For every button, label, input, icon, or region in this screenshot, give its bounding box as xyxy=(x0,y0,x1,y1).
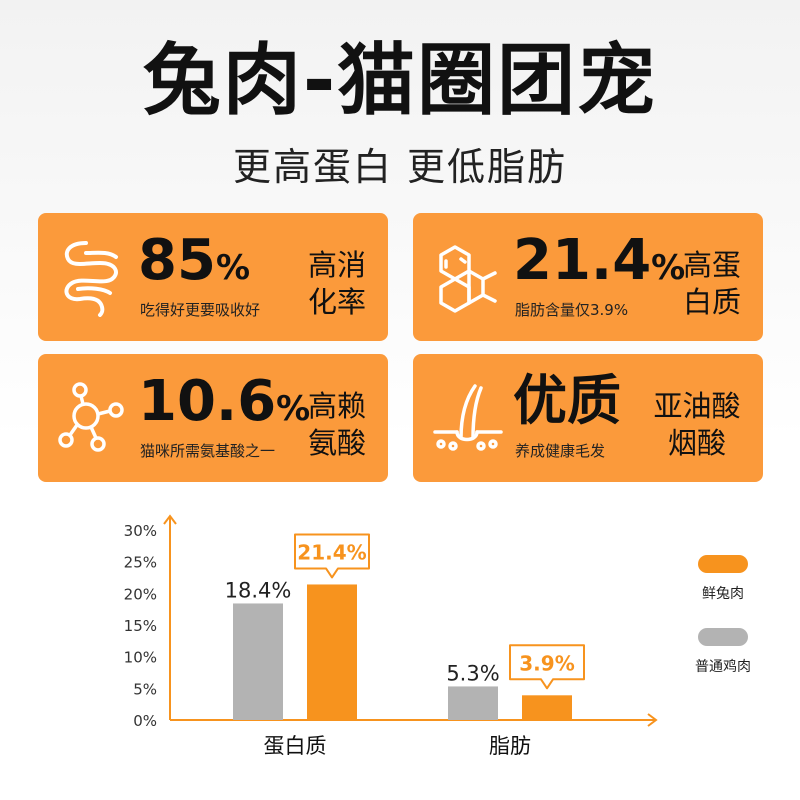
card-value: 85% xyxy=(138,228,251,293)
card-value: 21.4% xyxy=(513,228,686,293)
x-category-label: 脂肪 xyxy=(489,734,531,758)
nutrition-bar-chart: 0% 5% 10% 15% 20% 25% 30% 18.4%21.4% 蛋白质 5.3% 3.9%… xyxy=(124,514,751,758)
y-tick-label: 20% xyxy=(124,585,157,603)
data-label: 5.3% xyxy=(446,661,499,685)
card-caption: 脂肪含量仅3.9% xyxy=(515,301,629,319)
y-tick-label: 15% xyxy=(124,617,157,635)
data-label-callout xyxy=(294,533,370,579)
card-side-label: 亚油酸 烟酸 xyxy=(653,389,741,460)
card-value: 优质 xyxy=(513,369,621,432)
y-tick-label: 30% xyxy=(124,522,157,540)
card-caption: 养成健康毛发 xyxy=(515,442,606,460)
hexagon-molecule-icon xyxy=(439,245,497,313)
data-label: 3.9% xyxy=(519,651,574,675)
card-hair: 优质 养成健康毛发 亚油酸 烟酸 xyxy=(413,354,763,482)
y-tick-label: 10% xyxy=(124,649,157,667)
card-caption: 吃得好更要吸收好 xyxy=(140,301,261,319)
card-protein: 21.4% 脂肪含量仅3.9% 高蛋 白质 xyxy=(413,213,763,341)
data-label: 18.4% xyxy=(225,578,292,602)
card-side-label: 高蛋 白质 xyxy=(682,248,741,319)
legend-swatch xyxy=(698,628,748,646)
y-tick-label: 5% xyxy=(133,680,157,698)
bar xyxy=(448,686,498,720)
legend-swatch xyxy=(698,555,748,573)
x-category-label: 蛋白质 xyxy=(264,734,327,758)
y-tick-label: 25% xyxy=(124,554,157,572)
card-caption: 猫咪所需氨基酸之一 xyxy=(140,442,276,460)
card-value: 10.6% xyxy=(138,369,311,434)
card-digestibility: 85% 吃得好更要吸收好 高消 化率 xyxy=(38,213,388,341)
hair-follicle-icon xyxy=(433,384,503,451)
legend-label: 鲜兔肉 xyxy=(702,586,744,602)
bar xyxy=(307,584,357,720)
page-title: 兔肉-猫圈团宠 xyxy=(142,36,658,126)
intestine-icon xyxy=(64,241,118,317)
x-axis-arrow xyxy=(647,713,658,727)
molecule-nodes-icon xyxy=(58,382,124,452)
data-label: 21.4% xyxy=(297,540,366,564)
y-axis-arrow xyxy=(163,514,177,525)
legend-label: 普通鸡肉 xyxy=(695,658,751,675)
bar xyxy=(522,695,572,720)
card-side-label: 高赖 氨酸 xyxy=(307,389,366,460)
card-side-label: 高消 化率 xyxy=(307,248,366,319)
page-subtitle: 更高蛋白 更低脂肪 xyxy=(232,145,568,189)
bar xyxy=(233,603,283,720)
data-label-callout xyxy=(509,644,585,690)
card-lysine: 10.6% 猫咪所需氨基酸之一 高赖 氨酸 xyxy=(38,354,388,482)
y-tick-label: 0% xyxy=(133,712,157,730)
